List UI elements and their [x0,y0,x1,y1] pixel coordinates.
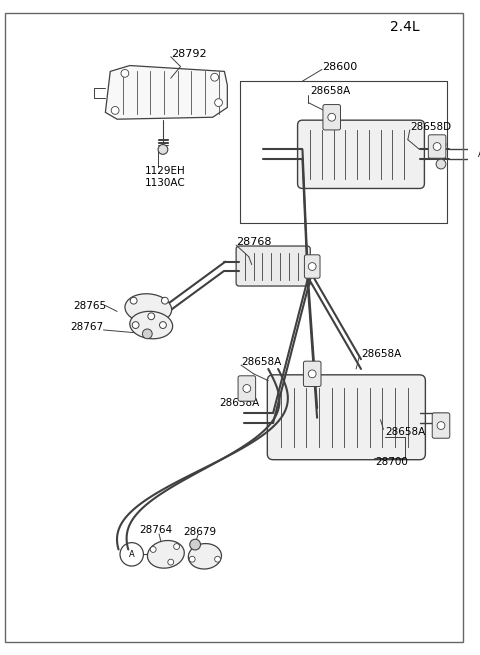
Ellipse shape [188,544,221,569]
Text: 28765: 28765 [73,301,106,310]
Text: 28679: 28679 [183,527,216,537]
Circle shape [433,143,441,151]
Circle shape [159,322,167,328]
Circle shape [437,422,445,430]
Circle shape [143,329,152,339]
Text: A: A [129,550,134,559]
Text: 28658A: 28658A [361,349,401,360]
Circle shape [215,99,222,107]
Text: 28700: 28700 [376,457,408,466]
FancyBboxPatch shape [323,105,340,130]
Text: 28767: 28767 [70,322,103,332]
Circle shape [158,145,168,155]
Circle shape [121,69,129,77]
Circle shape [148,313,155,320]
FancyBboxPatch shape [238,376,256,401]
Circle shape [436,140,446,149]
Text: 28764: 28764 [140,525,173,535]
Circle shape [243,384,251,392]
Text: 28658A: 28658A [219,398,259,408]
Circle shape [190,539,201,550]
FancyBboxPatch shape [267,375,425,460]
Circle shape [174,544,180,550]
Circle shape [211,73,218,81]
Circle shape [308,263,316,271]
FancyBboxPatch shape [303,361,321,386]
Ellipse shape [125,293,172,323]
Text: 2.4L: 2.4L [390,20,420,35]
Circle shape [189,556,195,562]
Circle shape [111,107,119,115]
Text: 28768: 28768 [236,237,272,247]
FancyBboxPatch shape [428,135,446,159]
FancyBboxPatch shape [236,246,310,286]
Text: 28658A: 28658A [385,427,426,438]
Text: 1129EH: 1129EH [144,166,185,176]
Ellipse shape [147,540,184,568]
Circle shape [436,159,446,169]
Circle shape [215,556,220,562]
Circle shape [150,546,156,552]
Circle shape [161,297,168,304]
Circle shape [132,322,139,328]
Polygon shape [106,66,228,119]
FancyBboxPatch shape [304,255,320,278]
Text: 28658A: 28658A [241,357,281,367]
Text: 28792: 28792 [171,49,206,59]
Circle shape [328,113,336,121]
Circle shape [308,370,316,378]
FancyBboxPatch shape [298,120,424,189]
Text: 28658A: 28658A [310,86,350,96]
Text: 1130AC: 1130AC [144,178,185,187]
Ellipse shape [130,311,173,339]
Circle shape [130,297,137,304]
FancyBboxPatch shape [432,413,450,438]
Text: A: A [478,150,480,159]
Text: 28600: 28600 [322,62,357,71]
Text: 28658D: 28658D [410,122,451,132]
Circle shape [168,559,174,565]
